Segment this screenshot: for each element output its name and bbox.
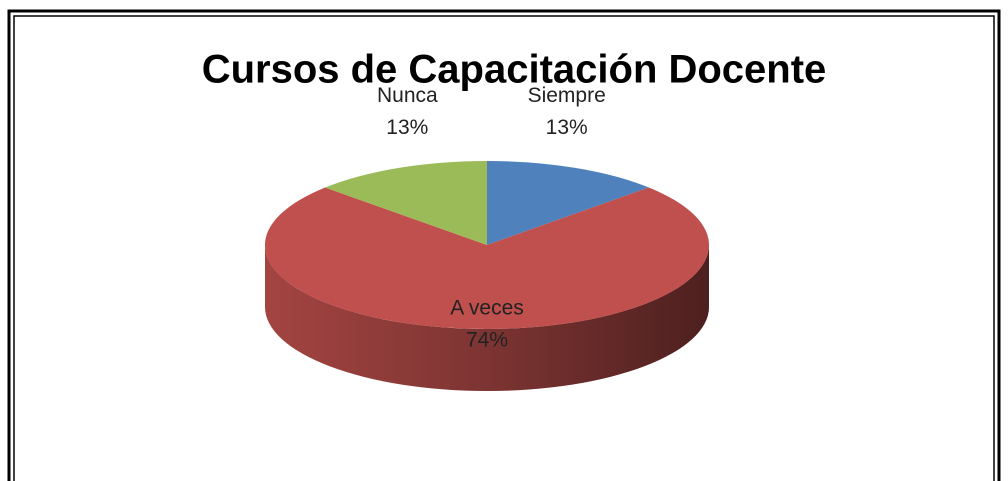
category-label: A veces [450, 297, 524, 320]
category-label: Siempre [528, 84, 606, 107]
value-label: 13% [386, 116, 428, 139]
category-label: Nunca [377, 84, 438, 107]
pie-slice [325, 161, 487, 245]
pie-slice [487, 161, 649, 245]
outer-border [7, 9, 1001, 481]
value-label: 74% [466, 329, 508, 352]
value-label: 13% [546, 116, 588, 139]
chart-border [13, 15, 995, 481]
chart-title: Cursos de Capacitación Docente [202, 48, 827, 92]
pie [265, 161, 710, 391]
pie-slice [265, 187, 710, 329]
pie-side-shade [265, 245, 709, 391]
